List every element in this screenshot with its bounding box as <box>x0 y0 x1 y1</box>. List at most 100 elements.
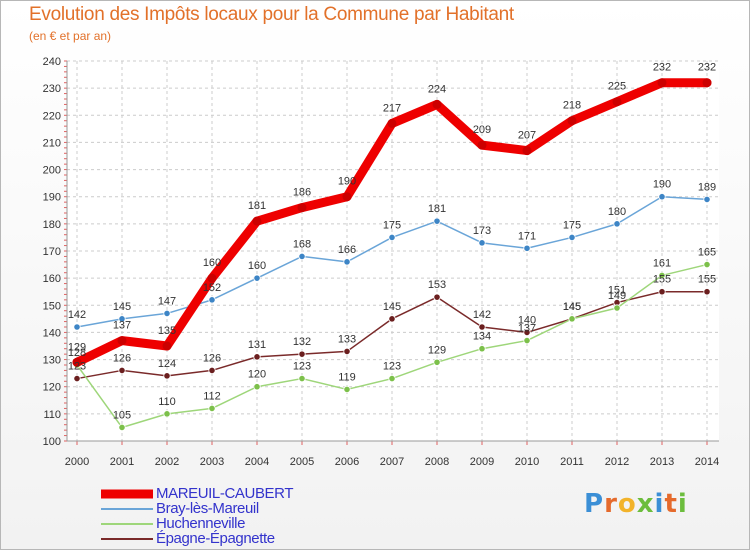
data-label: 120 <box>248 369 266 381</box>
data-label: 190 <box>338 176 356 188</box>
x-tick-label: 2005 <box>290 456 314 468</box>
data-label: 110 <box>158 396 176 408</box>
data-point <box>703 195 711 204</box>
data-labels: 129 137 135 160 181 186 190 217 224 209 207 218 225 2… <box>68 62 716 422</box>
data-label: 147 <box>158 295 176 307</box>
y-tick-label: 180 <box>43 219 61 231</box>
data-label: 134 <box>473 331 491 343</box>
data-point <box>298 252 306 261</box>
data-point <box>433 358 441 366</box>
x-tick-label: 2014 <box>695 456 719 468</box>
data-point <box>207 273 217 283</box>
data-label: 129 <box>68 341 86 353</box>
proxiti-logo: Proxiti <box>584 489 688 519</box>
data-label: 209 <box>473 124 491 136</box>
data-point <box>658 271 666 280</box>
data-point <box>432 99 442 109</box>
data-point <box>343 258 351 266</box>
data-point <box>208 404 216 413</box>
data-point <box>342 192 352 202</box>
data-point <box>297 203 307 213</box>
data-label: 151 <box>608 285 626 297</box>
data-label: 186 <box>293 187 311 199</box>
data-label: 181 <box>428 203 446 215</box>
data-point <box>703 288 711 296</box>
data-point <box>523 244 531 252</box>
data-point <box>523 328 531 337</box>
data-label: 160 <box>248 260 266 272</box>
x-tick-label: 2011 <box>560 456 584 468</box>
data-point <box>433 293 441 301</box>
y-tick-label: 170 <box>43 246 61 258</box>
y-tick-label: 240 <box>43 56 61 68</box>
y-tick-label: 160 <box>43 273 61 285</box>
legend-label: Épagne-Épagnette <box>156 530 275 547</box>
data-point <box>298 374 306 383</box>
data-label: 166 <box>338 244 356 256</box>
data-point <box>613 304 621 312</box>
data-point <box>658 288 666 296</box>
logo-letter: P <box>584 489 605 519</box>
x-tick-label: 2013 <box>650 456 674 468</box>
data-label: 171 <box>518 230 536 242</box>
data-point <box>208 366 216 375</box>
data-label: 145 <box>113 301 131 313</box>
data-point <box>478 239 486 247</box>
data-label: 232 <box>653 62 671 74</box>
x-tick-label: 2003 <box>200 456 224 468</box>
legend-swatch-huchenneville <box>101 523 153 525</box>
axes: 100 110 120 130 140 150 160 170 180 190 200 210 220 2… <box>43 56 720 468</box>
data-label: 168 <box>293 238 311 250</box>
y-tick-label: 190 <box>43 192 61 204</box>
data-label: 161 <box>653 257 671 269</box>
data-label: 173 <box>473 225 491 237</box>
data-point <box>162 341 172 351</box>
data-label: 137 <box>113 320 131 332</box>
x-tick-label: 2000 <box>65 456 89 468</box>
x-tick-label: 2001 <box>110 456 134 468</box>
data-point <box>163 410 171 418</box>
data-label: 145 <box>563 301 581 313</box>
x-tick-label: 2012 <box>605 456 629 468</box>
data-point <box>702 78 712 88</box>
logo-letter: r <box>604 489 618 519</box>
legend-label: Bray-lès-Mareuil <box>156 500 259 517</box>
data-point <box>567 116 577 126</box>
logo-letter: t <box>664 489 678 519</box>
data-point <box>522 146 532 156</box>
data-label: 152 <box>203 282 221 294</box>
data-label: 153 <box>428 279 446 291</box>
y-tick-label: 230 <box>43 83 61 95</box>
y-tick-label: 100 <box>43 436 61 448</box>
data-label: 160 <box>203 257 221 269</box>
data-point <box>343 347 351 356</box>
data-point <box>163 372 171 380</box>
chart-subtitle: (en € et par an) <box>29 29 112 43</box>
data-label: 145 <box>383 301 401 313</box>
logo-letter: x <box>636 489 655 519</box>
data-point <box>658 193 666 201</box>
data-point <box>253 274 261 282</box>
data-label: 165 <box>698 247 716 259</box>
data-label: 128 <box>68 347 86 359</box>
y-tick-label: 150 <box>43 300 61 312</box>
y-tick-label: 130 <box>43 355 61 367</box>
data-point <box>343 385 351 394</box>
y-tick-label: 110 <box>43 409 61 421</box>
data-point <box>568 315 576 323</box>
y-tick-label: 140 <box>43 327 61 339</box>
data-point <box>523 336 531 345</box>
data-label: 142 <box>68 309 86 321</box>
data-label: 225 <box>608 81 626 93</box>
legend-label: Huchenneville <box>156 515 246 532</box>
data-point <box>117 336 127 346</box>
data-label: 123 <box>383 361 401 373</box>
data-point <box>568 233 576 242</box>
data-point <box>252 216 262 226</box>
data-point <box>388 315 396 323</box>
data-label: 126 <box>203 352 221 364</box>
logo-letter: o <box>617 489 637 519</box>
data-label: 140 <box>518 314 536 326</box>
data-label: 123 <box>293 361 311 373</box>
